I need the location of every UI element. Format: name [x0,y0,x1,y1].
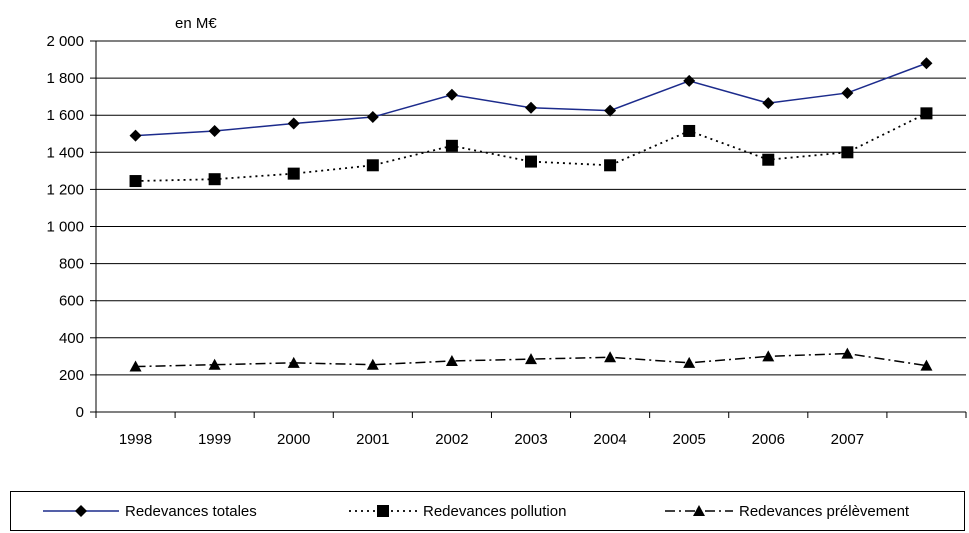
unit-label: en M€ [175,15,217,32]
data-point-triangle [208,358,221,370]
y-tick-label: 1 800 [46,70,84,87]
data-point-triangle [445,354,458,366]
x-tick-label: 2000 [277,431,310,448]
series-triangle [129,347,933,372]
data-point-square [366,159,379,172]
legend-item-totales: Redevances totales [41,492,257,530]
y-tick-label: 1 400 [46,144,84,161]
legend-item-prelevement: Redevances prélèvement [663,492,909,530]
data-point-square [762,153,775,166]
x-tick-label: 2005 [672,431,705,448]
legend-marker-square [349,505,417,517]
data-point-square [841,146,854,159]
data-point-triangle [841,347,854,359]
data-point-square [525,155,537,168]
data-point-square [287,167,300,180]
data-point-diamond [604,104,617,117]
y-axis-ticks: 0 200 400 600 800 1 000 1 200 1 400 1 600 1 800 2 … [46,33,96,421]
data-point-triangle [920,359,933,371]
data-point-square [920,107,933,120]
legend-label-prelevement: Redevances prélèvement [739,502,910,520]
series-line [135,62,927,137]
data-point-diamond [287,117,300,130]
legend-label-pollution: Redevances pollution [423,502,567,520]
legend: Redevances totales Redevances pollution … [10,491,965,531]
data-point-diamond [525,101,537,114]
y-tick-label: 600 [59,293,84,310]
data-point-diamond [762,97,775,110]
line-chart: en M€ 0 200 400 600 800 1 000 1 200 1 400 1 600 1… [46,15,967,448]
x-tick-label: 1998 [119,431,152,448]
data-point-diamond [129,129,142,142]
y-tick-label: 1 600 [46,107,84,124]
x-tick-label: 1999 [198,431,231,448]
x-tick-label: 2001 [356,431,389,448]
y-tick-label: 400 [59,330,84,347]
data-point-triangle [129,360,142,372]
x-axis-ticks: 1998 1999 2000 2001 2002 2003 2004 2005 2006 2007 [95,412,967,448]
data-point-square [683,124,696,137]
y-tick-label: 800 [59,256,84,273]
data-point-diamond [841,86,854,99]
x-tick-label: 2002 [435,431,468,448]
y-tick-label: 1 000 [46,219,84,236]
data-point-diamond [683,74,696,87]
data-point-diamond [445,88,458,101]
y-tick-label: 200 [59,367,84,384]
data-point-square [129,175,142,188]
x-tick-label: 2007 [831,431,864,448]
data-point-diamond [366,111,379,124]
x-tick-label: 2003 [514,431,547,448]
x-tick-label: 2004 [593,431,626,448]
data-point-triangle [762,350,775,362]
series-square [129,107,933,188]
data-point-triangle [287,356,300,368]
y-tick-label: 1 200 [46,181,84,198]
data-point-square [208,173,221,186]
data-point-triangle [604,351,617,363]
legend-label-totales: Redevances totales [125,502,257,520]
data-point-square [604,159,617,172]
data-point-triangle [683,356,696,368]
legend-marker-triangle [665,505,733,516]
data-point-triangle [366,358,379,370]
y-tick-label: 2 000 [46,33,84,50]
data-point-triangle [525,353,537,365]
series-diamond [129,57,933,142]
gridlines [96,40,966,376]
series-line [135,112,927,182]
data-point-square [445,139,458,152]
legend-item-pollution: Redevances pollution [347,492,566,530]
y-tick-label: 0 [76,404,84,421]
legend-marker-diamond [43,505,119,517]
data-point-diamond [920,57,933,70]
series-group [129,57,933,372]
x-tick-label: 2006 [752,431,785,448]
data-point-diamond [208,124,221,137]
